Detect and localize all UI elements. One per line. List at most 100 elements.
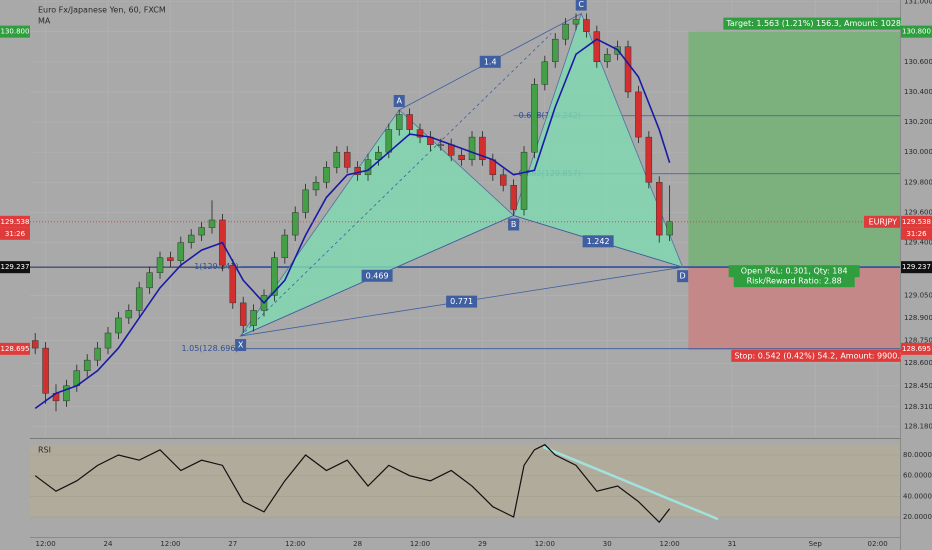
- rr-label-box: [733, 275, 855, 288]
- y-tick-label: 129.600: [904, 208, 932, 216]
- candle-body: [115, 317, 122, 334]
- price-badge: [0, 342, 30, 355]
- candle-body: [63, 385, 70, 402]
- y-tick-label: 128.750: [904, 337, 932, 345]
- candle-body: [479, 136, 486, 160]
- rr-label: Risk/Reward Ratio: 2.88: [747, 277, 842, 286]
- target-zone: [688, 31, 900, 268]
- pattern-point-label-box: [677, 270, 689, 283]
- candle-body: [385, 129, 393, 153]
- y-tick-label: 128.900: [904, 314, 932, 322]
- y-tick-label: 128.310: [904, 403, 932, 411]
- pnl-label: Open P&L: 0.301, Qty: 184: [741, 267, 848, 276]
- candle-body: [593, 31, 601, 63]
- y-tick-label: 131.000: [904, 0, 932, 6]
- price-badge: [0, 215, 30, 228]
- candle-body: [323, 167, 330, 183]
- chart-title: Euro Fx/Japanese Yen, 60, FXCM: [38, 6, 166, 15]
- x-tick-label: 31: [728, 540, 737, 548]
- candle-body: [125, 310, 133, 319]
- candle-body: [531, 84, 538, 153]
- rsi-tick-label: 40.0000: [903, 492, 932, 500]
- fib-level-label: 1.05(128.696): [181, 344, 238, 353]
- candle-body: [551, 38, 559, 63]
- x-tick-label: 27: [228, 540, 237, 548]
- candle-body: [375, 151, 382, 160]
- candle-body: [167, 257, 174, 261]
- pattern-point-label: A: [396, 97, 402, 106]
- stop-label-box: [731, 349, 932, 362]
- price-badge-label: 129.237: [1, 263, 30, 271]
- candle-body: [562, 23, 569, 40]
- ratio-label: 0.771: [450, 297, 473, 306]
- x-tick-label: 12:00: [36, 540, 56, 548]
- timer-label: 31:26: [5, 230, 26, 238]
- candle-body: [271, 257, 278, 296]
- candle-body: [666, 221, 673, 236]
- x-tick-label: 28: [353, 540, 362, 548]
- candle-body: [364, 159, 372, 176]
- fib-level-label: 1(129.241): [194, 262, 238, 271]
- timer-badge: [0, 227, 30, 240]
- candle-body: [603, 53, 611, 63]
- ratio-label: 0.469: [366, 271, 389, 280]
- y-tick-label: 130.200: [904, 118, 932, 126]
- y-tick-label: 128.180: [904, 422, 932, 430]
- price-badge-label: 129.538: [1, 218, 30, 226]
- price-badge: [901, 215, 932, 228]
- candle-body: [572, 19, 580, 25]
- price-badge: [901, 261, 932, 274]
- candle-body: [198, 227, 205, 236]
- candle-body: [458, 154, 465, 160]
- candle-body: [499, 174, 507, 186]
- ratio-label-box: [361, 269, 393, 282]
- x-tick-label: 30: [603, 540, 612, 548]
- rsi-trendline: [542, 445, 719, 521]
- target-label-box: [723, 17, 932, 30]
- pattern-point-label: D: [680, 272, 686, 281]
- price-badge-label: 129.538: [902, 218, 931, 226]
- pattern-dash: [240, 33, 552, 337]
- candle-body: [291, 212, 299, 236]
- candle-body: [635, 91, 642, 138]
- pattern-point-label-box: [508, 218, 520, 231]
- y-tick-label: 129.400: [904, 239, 932, 247]
- candle-body: [624, 46, 632, 93]
- y-tick-label: 128.450: [904, 382, 932, 390]
- candle-body: [302, 189, 309, 213]
- candle-body: [416, 129, 424, 138]
- candle-body: [239, 302, 247, 326]
- pattern-point-label-box: [235, 339, 247, 352]
- candle-body: [281, 234, 289, 258]
- y-tick-label: 129.050: [904, 291, 932, 299]
- rsi-tick-label: 60.0000: [903, 472, 932, 480]
- candle-body: [42, 347, 49, 394]
- timer-badge: [901, 227, 932, 240]
- price-badge-label: 128.695: [902, 345, 931, 353]
- candle-body: [208, 219, 216, 228]
- ratio-label: 1.4: [484, 57, 497, 66]
- price-badge-label: 128.695: [1, 345, 30, 353]
- y-tick-label: 128.600: [904, 359, 932, 367]
- y-tick-label: 130.000: [904, 148, 932, 156]
- pattern-point-label-box: [393, 95, 405, 108]
- candle-body: [468, 136, 476, 160]
- candle-body: [437, 144, 445, 146]
- price-badge-label: 129.237: [902, 263, 931, 271]
- candle-body: [510, 185, 517, 210]
- y-tick-label: 129.800: [904, 178, 932, 186]
- x-tick-label: 29: [478, 540, 487, 548]
- price-badge-label: 130.800: [902, 28, 931, 36]
- ratio-label: 1.242: [587, 237, 610, 246]
- candle-body: [104, 332, 112, 349]
- x-tick-label: Sep: [809, 540, 823, 548]
- candle-body: [333, 151, 341, 168]
- ratio-label-box: [446, 295, 478, 308]
- rsi-tick-label: 80.0000: [903, 451, 932, 459]
- candle-body: [583, 19, 590, 32]
- price-badge: [0, 25, 30, 38]
- price-badge: [901, 342, 932, 355]
- candle-body: [83, 359, 91, 371]
- candle-body: [406, 114, 413, 130]
- price-badge: [0, 261, 30, 274]
